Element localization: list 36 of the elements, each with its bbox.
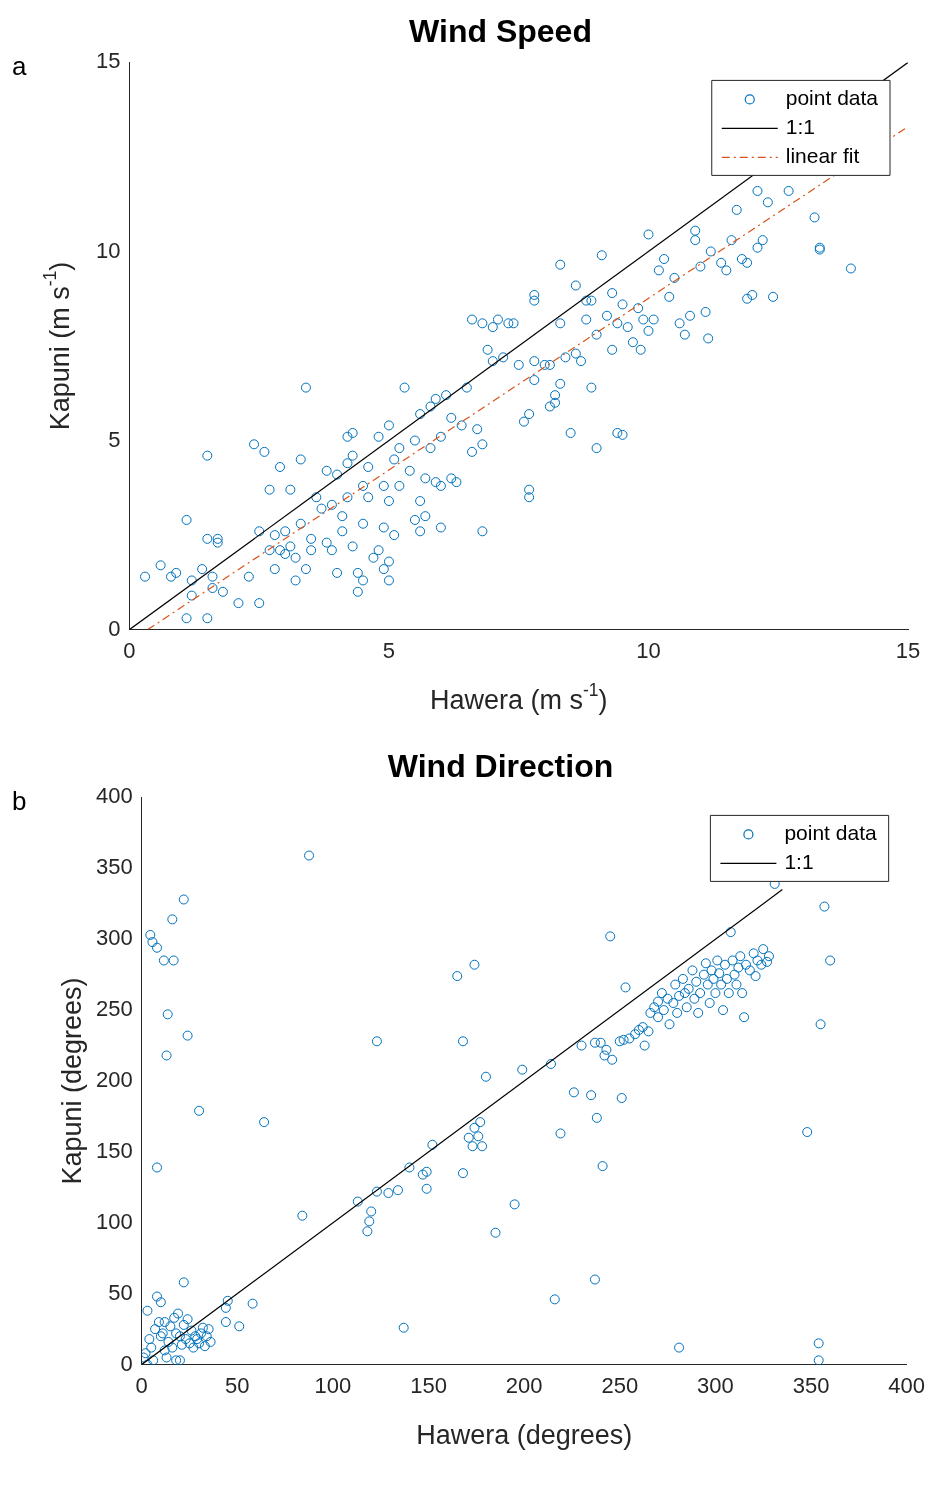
- y-tick-label: 0: [108, 615, 121, 641]
- y-tick-label: 350: [95, 854, 133, 880]
- text: b: [12, 785, 27, 816]
- y-tick-label: 150: [95, 1137, 133, 1163]
- x-tick-label: 100: [314, 1372, 352, 1398]
- y-tick-label: 400: [95, 783, 133, 809]
- x-axis-title: Hawera (degrees): [416, 1420, 633, 1451]
- x-tick-label: 400: [888, 1372, 926, 1398]
- legend-label: linear fit: [785, 144, 860, 168]
- legend-label: 1:1: [784, 850, 814, 874]
- legend-label: point data: [785, 86, 879, 110]
- chart-title: Wind Speed: [409, 13, 592, 50]
- y-tick-label: 5: [108, 426, 121, 452]
- x-tick-label: 150: [410, 1372, 447, 1398]
- chart-title: Wind Direction: [387, 748, 614, 785]
- y-tick-label: 0: [120, 1350, 133, 1376]
- x-tick-label: 200: [505, 1372, 543, 1398]
- x-tick-label: 10: [636, 637, 661, 663]
- x-tick-label: 50: [225, 1372, 250, 1398]
- y-axis-title: Kapuni (m s-1): [39, 261, 75, 431]
- x-tick-label: 15: [895, 637, 921, 663]
- x-tick-label: 5: [382, 637, 396, 663]
- y-tick-label: 15: [95, 48, 121, 74]
- legend-label: point data: [784, 821, 877, 845]
- y-tick-label: 200: [95, 1067, 133, 1093]
- x-tick-label: 300: [697, 1372, 734, 1398]
- y-tick-label: 250: [95, 996, 133, 1022]
- y-tick-label: 50: [108, 1279, 133, 1305]
- y-tick-label: 100: [95, 1208, 133, 1234]
- x-tick-label: 350: [792, 1372, 830, 1398]
- text: a: [12, 50, 27, 81]
- x-tick-label: 250: [601, 1372, 639, 1398]
- y-axis-title: Kapuni (degrees): [57, 977, 88, 1185]
- y-tick-label: 300: [95, 925, 133, 951]
- y-tick-label: 10: [95, 237, 121, 263]
- legend-label: 1:1: [785, 115, 815, 139]
